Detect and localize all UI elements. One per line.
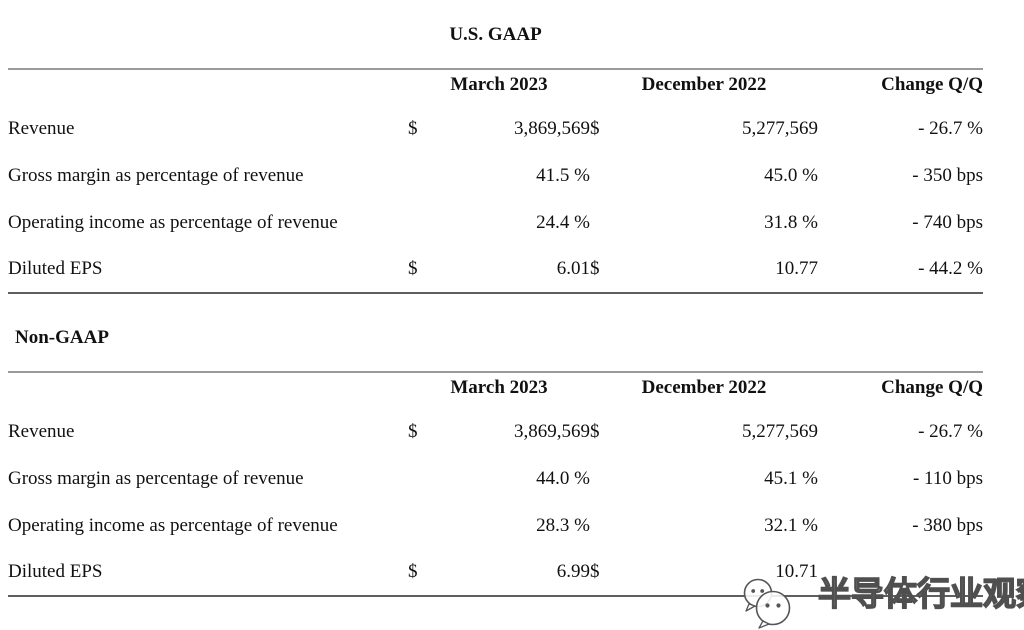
- table-row: Gross margin as percentage of revenue 44…: [8, 455, 983, 502]
- march-value: 44.0 %: [536, 467, 590, 489]
- december-value: 5,277,569: [742, 420, 818, 442]
- column-header-change-qq: Change Q/Q: [881, 74, 983, 95]
- row-label: Operating income as percentage of revenu…: [8, 514, 338, 536]
- earnings-summary-document: U.S. GAAP March 2023 December 2022 Chang…: [8, 24, 983, 597]
- change-value: - 110 bps: [912, 467, 983, 489]
- december-value: 45.0 %: [764, 164, 818, 186]
- currency-symbol: [590, 152, 670, 199]
- march-value: 41.5 %: [536, 164, 590, 186]
- column-header-december-2022: December 2022: [641, 377, 767, 398]
- row-label: Diluted EPS: [8, 561, 103, 582]
- change-value: - 350 bps: [912, 164, 983, 186]
- currency-symbol: [408, 502, 438, 549]
- row-label: Revenue: [8, 420, 75, 442]
- march-value: 3,869,569: [514, 117, 590, 139]
- column-header-march-2023: March 2023: [450, 74, 548, 95]
- currency-symbol: $: [408, 420, 418, 442]
- march-value: 6.01: [556, 258, 590, 279]
- change-value: - 44.2 %: [918, 258, 983, 279]
- currency-symbol: [590, 199, 670, 246]
- change-value: - 740 bps: [912, 211, 983, 233]
- label-column-header: [8, 69, 408, 105]
- december-value: 45.1 %: [764, 467, 818, 489]
- us-gaap-title: U.S. GAAP: [449, 24, 542, 45]
- label-column-header: [8, 372, 408, 408]
- column-header-march-2023: March 2023: [450, 377, 548, 398]
- non-gaap-title: Non-GAAP: [15, 327, 109, 348]
- december-value: 10.71: [775, 561, 818, 582]
- row-label: Revenue: [8, 117, 75, 139]
- currency-symbol: [408, 199, 438, 246]
- december-value: 10.77: [775, 258, 818, 279]
- change-value: - 380 bps: [912, 514, 983, 536]
- december-value: 31.8 %: [764, 211, 818, 233]
- march-value: 24.4 %: [536, 211, 590, 233]
- header-row: March 2023 December 2022 Change Q/Q: [8, 372, 983, 408]
- change-value: - 26.7 %: [918, 117, 983, 139]
- table-row: Operating income as percentage of revenu…: [8, 502, 983, 549]
- december-value: 5,277,569: [742, 117, 818, 139]
- currency-symbol: $: [408, 117, 418, 139]
- table-row: Revenue $ 3,869,569 $ 5,277,569 - 26.7 %: [8, 105, 983, 152]
- currency-symbol: $: [408, 561, 418, 582]
- march-value: 3,869,569: [514, 420, 590, 442]
- non-gaap-table: March 2023 December 2022 Change Q/Q Reve…: [8, 371, 983, 597]
- us-gaap-table: March 2023 December 2022 Change Q/Q Reve…: [8, 68, 983, 294]
- currency-symbol: [408, 455, 438, 502]
- table-row: Diluted EPS $ 6.99 $ 10.71: [8, 549, 983, 596]
- header-row: March 2023 December 2022 Change Q/Q: [8, 69, 983, 105]
- currency-symbol: [590, 502, 670, 549]
- row-label: Diluted EPS: [8, 258, 103, 279]
- march-value: 6.99: [556, 561, 590, 582]
- march-value: 28.3 %: [536, 514, 590, 536]
- currency-symbol: $: [590, 561, 600, 582]
- change-value: - 26.7 %: [918, 420, 983, 442]
- currency-symbol: $: [590, 117, 600, 139]
- row-label: Operating income as percentage of revenu…: [8, 211, 338, 233]
- currency-symbol: [590, 455, 670, 502]
- table-row: Gross margin as percentage of revenue 41…: [8, 152, 983, 199]
- currency-symbol: [408, 152, 438, 199]
- currency-symbol: $: [408, 258, 418, 279]
- table-row: Operating income as percentage of revenu…: [8, 199, 983, 246]
- column-header-december-2022: December 2022: [641, 74, 767, 95]
- currency-symbol: $: [590, 420, 600, 442]
- column-header-change-qq: Change Q/Q: [881, 377, 983, 398]
- december-value: 32.1 %: [764, 514, 818, 536]
- table-row: Diluted EPS $ 6.01 $ 10.77 - 44.2 %: [8, 246, 983, 293]
- change-value: [818, 549, 983, 596]
- currency-symbol: $: [590, 258, 600, 279]
- row-label: Gross margin as percentage of revenue: [8, 164, 304, 186]
- row-label: Gross margin as percentage of revenue: [8, 467, 304, 489]
- table-row: Revenue $ 3,869,569 $ 5,277,569 - 26.7 %: [8, 408, 983, 455]
